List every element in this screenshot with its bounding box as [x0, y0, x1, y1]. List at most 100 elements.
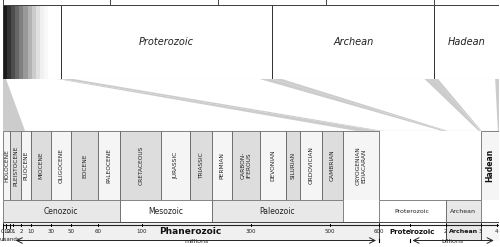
Bar	[2, 200, 120, 222]
Bar	[19, 5, 24, 79]
Bar	[190, 131, 212, 200]
Text: 0: 0	[1, 229, 4, 234]
Bar	[52, 5, 56, 79]
Polygon shape	[438, 79, 498, 131]
Text: 300: 300	[246, 229, 256, 234]
Text: EOCENE: EOCENE	[82, 153, 87, 178]
Text: DEVONIAN: DEVONIAN	[271, 150, 276, 181]
Text: 60: 60	[94, 229, 102, 234]
Text: PLIOCENE: PLIOCENE	[24, 151, 29, 180]
Text: 100: 100	[136, 229, 147, 234]
Text: 4: 4	[495, 229, 498, 234]
Text: Archean: Archean	[333, 37, 374, 47]
Bar	[15, 5, 19, 79]
Bar	[32, 5, 36, 79]
Bar	[2, 222, 379, 241]
Bar	[446, 222, 480, 241]
Bar	[6, 5, 11, 79]
Text: Cenozoic: Cenozoic	[44, 207, 78, 216]
Text: 2: 2	[444, 229, 448, 234]
Bar	[120, 200, 212, 222]
Text: Paleozoic: Paleozoic	[260, 207, 295, 216]
Polygon shape	[282, 79, 478, 131]
Text: Mesozoic: Mesozoic	[148, 207, 184, 216]
Bar	[379, 222, 446, 241]
Bar	[342, 131, 379, 200]
Bar	[212, 131, 233, 200]
Bar	[446, 200, 480, 222]
Bar	[300, 131, 322, 200]
Bar	[2, 5, 61, 79]
Bar	[260, 131, 286, 200]
Text: Archean: Archean	[448, 229, 478, 234]
Text: 3: 3	[479, 229, 482, 234]
Text: 50: 50	[68, 229, 74, 234]
Bar	[36, 5, 40, 79]
Text: MIOCENE: MIOCENE	[38, 152, 44, 179]
Bar	[44, 5, 48, 79]
Text: 2: 2	[20, 229, 23, 234]
Bar	[272, 5, 434, 79]
Text: Proterozoic: Proterozoic	[390, 228, 435, 235]
Text: CARBON-
IFEROUS: CARBON- IFEROUS	[241, 152, 252, 179]
Bar	[434, 5, 499, 79]
Bar	[162, 131, 190, 200]
Polygon shape	[61, 79, 446, 131]
Text: Phanerozoic: Phanerozoic	[160, 227, 222, 236]
Text: Hadean: Hadean	[448, 37, 486, 47]
Text: thousands: thousands	[0, 237, 21, 242]
Bar	[48, 5, 52, 79]
Text: 10: 10	[28, 229, 35, 234]
Text: CRETACEOUS: CRETACEOUS	[138, 146, 143, 185]
Text: 30: 30	[48, 229, 54, 234]
Text: 20: 20	[7, 229, 14, 234]
Text: TRIASSIC: TRIASSIC	[198, 152, 203, 179]
Text: CRYOGENIAN
EDIACARAN: CRYOGENIAN EDIACARAN	[356, 146, 366, 185]
Bar	[342, 131, 379, 200]
Polygon shape	[74, 79, 442, 131]
Text: OLIGOCENE: OLIGOCENE	[58, 148, 64, 183]
Polygon shape	[272, 79, 480, 131]
Text: 1: 1	[11, 229, 15, 234]
Text: PERMIAN: PERMIAN	[220, 152, 224, 179]
Bar	[379, 200, 446, 222]
Bar	[51, 131, 71, 200]
Bar	[32, 131, 51, 200]
Text: Archean: Archean	[450, 209, 476, 214]
Bar	[2, 131, 10, 200]
Text: Hadean: Hadean	[486, 149, 494, 182]
Bar	[98, 131, 120, 200]
Bar	[212, 200, 342, 222]
Bar	[71, 131, 98, 200]
Bar	[10, 131, 22, 200]
Text: Proterozoic: Proterozoic	[395, 209, 430, 214]
Text: 10: 10	[3, 229, 10, 234]
Bar	[28, 5, 32, 79]
Text: 600: 600	[374, 229, 384, 234]
Bar	[40, 5, 44, 79]
Bar	[480, 222, 499, 241]
Polygon shape	[6, 79, 356, 131]
Text: billions: billions	[442, 239, 464, 245]
Text: HOLOCENE: HOLOCENE	[4, 149, 9, 182]
Bar	[480, 131, 499, 200]
Text: SILURIAN: SILURIAN	[291, 152, 296, 179]
Bar	[11, 5, 15, 79]
Bar	[24, 5, 28, 79]
Text: PLEISTOCENE: PLEISTOCENE	[14, 145, 18, 186]
Text: ORDOVICIAN: ORDOVICIAN	[308, 146, 314, 185]
Bar	[322, 131, 342, 200]
Polygon shape	[434, 79, 499, 131]
Text: 1: 1	[408, 229, 412, 234]
Bar	[232, 131, 260, 200]
Polygon shape	[2, 79, 379, 131]
Text: JURASSIC: JURASSIC	[174, 152, 178, 179]
Bar	[120, 131, 162, 200]
Bar	[286, 131, 300, 200]
Text: PALEOCENE: PALEOCENE	[106, 148, 112, 183]
Bar	[56, 5, 61, 79]
Text: CAMBRIAN: CAMBRIAN	[330, 150, 334, 181]
Bar	[61, 5, 272, 79]
Bar	[2, 5, 6, 79]
Text: Proterozoic: Proterozoic	[139, 37, 194, 47]
